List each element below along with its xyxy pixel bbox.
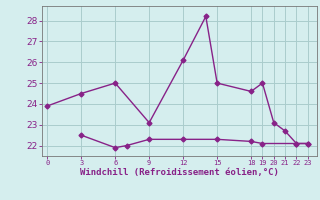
X-axis label: Windchill (Refroidissement éolien,°C): Windchill (Refroidissement éolien,°C) <box>80 168 279 177</box>
